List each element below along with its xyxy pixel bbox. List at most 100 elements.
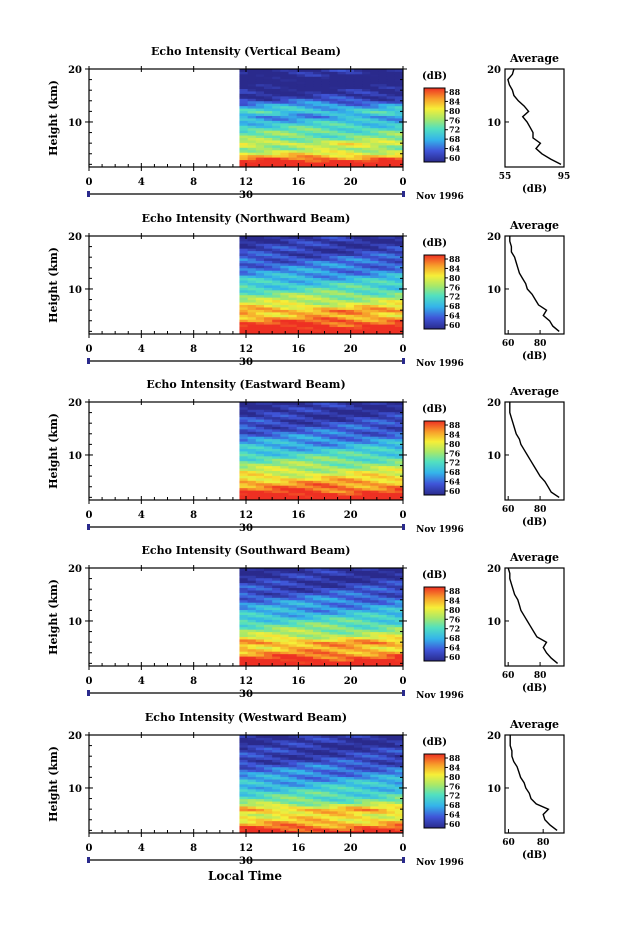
heatmap-cell [337,468,347,471]
heatmap-cell [386,428,396,432]
heatmap-cell [272,597,281,601]
heatmap-cell [263,275,273,279]
heatmap-cell [296,572,306,576]
heatmap-cell [280,265,289,269]
heatmap-cell [321,272,330,276]
heatmap-cell [296,468,306,471]
heatmap-cell [313,93,322,97]
heatmap-cell [296,495,306,498]
heatmap-cell [345,475,355,479]
heatmap-cell [337,69,347,72]
average-x-axis-label: (dB) [522,850,547,861]
heatmap-cell [247,431,257,435]
heatmap-cell [272,752,281,755]
heatmap-cell [247,285,257,288]
heatmap-cell [370,275,379,279]
heatmap-cell [280,793,289,797]
heatmap-cell [378,316,388,320]
heatmap-cell [272,818,281,822]
heatmap-cell [239,282,249,286]
heatmap-cell [394,433,404,437]
heatmap-cell [296,93,306,97]
heatmap-cell [321,162,330,165]
heatmap-cell [247,110,257,114]
heatmap-cell [386,414,396,418]
heatmap-cell [386,103,396,107]
heatmap-cell [321,144,330,148]
heatmap-cell [247,78,257,82]
heatmap-cell [288,326,298,330]
heatmap-cell [345,754,355,758]
heatmap-cell [386,78,396,82]
heatmap-cell [345,416,355,420]
heatmap-cell [337,277,347,281]
heatmap-cell [313,329,322,332]
heatmap-cell [288,487,298,491]
heatmap-cell [329,142,338,146]
heatmap-cell [280,818,289,822]
heatmap-cell [239,93,249,97]
heatmap-cell [263,737,273,741]
heatmap-cell [337,592,347,596]
heatmap-cell [337,270,347,274]
heatmap-cell [345,132,355,136]
heatmap-cell [313,612,322,615]
heatmap-cell [280,147,289,151]
heatmap-cell [329,781,338,785]
heatmap-cell [386,475,396,479]
heatmap-cell [247,438,257,442]
heatmap-cell [263,801,273,804]
heatmap-cell [272,796,281,800]
heatmap-cell [255,285,265,288]
heatmap-cell [263,93,273,97]
heatmap-cell [337,100,347,104]
heatmap-cell [370,446,379,449]
heatmap-cell [280,749,289,753]
heatmap-cell [304,791,314,795]
heatmap-cell [263,302,273,305]
heatmap-cell [263,441,273,445]
heatmap-cell [337,436,347,440]
heatmap-cell [362,411,371,415]
heatmap-cell [394,744,404,748]
heatmap-cell [329,331,338,335]
heatmap-cell [321,95,330,99]
heatmap-cell [255,406,265,410]
heatmap-cell [247,455,257,459]
heatmap-cell [329,582,338,586]
heatmap-cell [378,135,388,138]
y-tick-label: 20 [68,232,82,243]
heatmap-cell [378,754,388,758]
heatmap-cell [370,451,379,454]
heatmap-cell [394,282,404,286]
heatmap-cell [353,316,363,320]
heatmap-cell [247,492,257,496]
heatmap-cell [239,825,249,829]
heatmap-cell [329,443,338,447]
heatmap-cell [263,453,273,457]
heatmap-cell [370,604,379,608]
heatmap-cell [345,458,355,462]
heatmap-cell [255,95,265,99]
heatmap-cell [337,127,347,131]
heatmap-cell [313,316,322,320]
heatmap-cell [239,245,249,249]
colorbar-tick-label: 72 [449,791,460,801]
heatmap-cell [370,612,379,615]
heatmap-cell [296,411,306,415]
heatmap-cell [255,253,265,256]
heatmap-cell [378,808,388,812]
heatmap-cell [313,307,322,310]
heatmap-cell [313,115,322,119]
heatmap-cell [280,431,289,435]
heatmap-cell [239,661,249,664]
heatmap-cell [353,828,363,831]
heatmap-cell [313,275,322,279]
heatmap-cell [386,265,396,269]
heatmap-cell [272,791,281,795]
heatmap-cell [304,801,314,804]
heatmap-cell [304,825,314,829]
heatmap-cell [370,307,379,310]
heatmap-cell [345,93,355,97]
colorbar-tick-label: 80 [449,273,461,283]
